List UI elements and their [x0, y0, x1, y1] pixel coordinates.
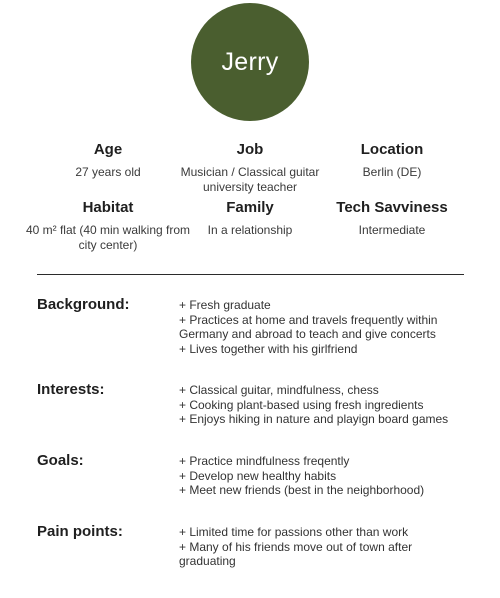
list-item: + Practices at home and travels frequent…: [179, 312, 438, 342]
attribute-title: Tech Savviness: [336, 199, 448, 216]
section-title: Goals:: [37, 452, 84, 469]
list-item: + Develop new healthy habits: [179, 468, 337, 483]
persona-name: Jerry: [221, 47, 279, 76]
avatar: Jerry: [191, 3, 309, 121]
attribute-value: 27 years old: [75, 165, 141, 179]
attribute-location: Location Berlin (DE): [312, 140, 472, 192]
list-item: + Meet new friends (best in the neighbor…: [179, 483, 425, 497]
section-items: + Fresh graduate + Practices at home and…: [179, 298, 469, 356]
list-item: + Enjoys hiking in nature and playign bo…: [179, 412, 449, 426]
attribute-family: Family In a relationship: [188, 198, 312, 253]
section-title: Interests:: [37, 381, 105, 398]
list-item: + Many of his friends move out of town a…: [179, 539, 413, 569]
attribute-habitat: Habitat 40 m² flat (40 min walking from …: [26, 198, 190, 253]
list-item: + Fresh graduate: [179, 298, 271, 312]
attribute-title: Job: [236, 141, 264, 158]
attribute-title: Habitat: [82, 199, 134, 216]
list-item: + Practice mindfulness freqently: [179, 454, 350, 468]
attribute-age: Age 27 years old: [28, 140, 188, 192]
section-items: + Limited time for passions other than w…: [179, 525, 469, 569]
list-item: + Lives together with his girlfriend: [179, 341, 358, 356]
attribute-title: Age: [93, 141, 123, 158]
attribute-title: Location: [360, 141, 424, 158]
section-title: Pain points:: [37, 523, 123, 540]
section-title: Background:: [37, 296, 130, 313]
section-items: + Classical guitar, mindfulness, chess +…: [179, 383, 469, 427]
attribute-value: 40 m² flat (40 min walking from city cen…: [25, 223, 191, 252]
attribute-value: Berlin (DE): [362, 165, 422, 179]
attributes-grid: Age 27 years old Job Musician / Classica…: [26, 140, 472, 253]
attribute-tech-savviness: Tech Savviness Intermediate: [312, 198, 472, 253]
attribute-value: In a relationship: [207, 223, 293, 237]
divider: [37, 274, 464, 275]
attribute-job: Job Musician / Classical guitar universi…: [181, 140, 320, 194]
attribute-title: Family: [226, 199, 274, 216]
list-item: + Classical guitar, mindfulness, chess: [179, 383, 379, 397]
attribute-value: Musician / Classical guitar university t…: [180, 165, 320, 194]
attribute-value: Intermediate: [358, 223, 426, 237]
list-item: + Cooking plant-based using fresh ingred…: [179, 397, 424, 412]
section-items: + Practice mindfulness freqently + Devel…: [179, 454, 469, 498]
list-item: + Limited time for passions other than w…: [179, 525, 409, 539]
